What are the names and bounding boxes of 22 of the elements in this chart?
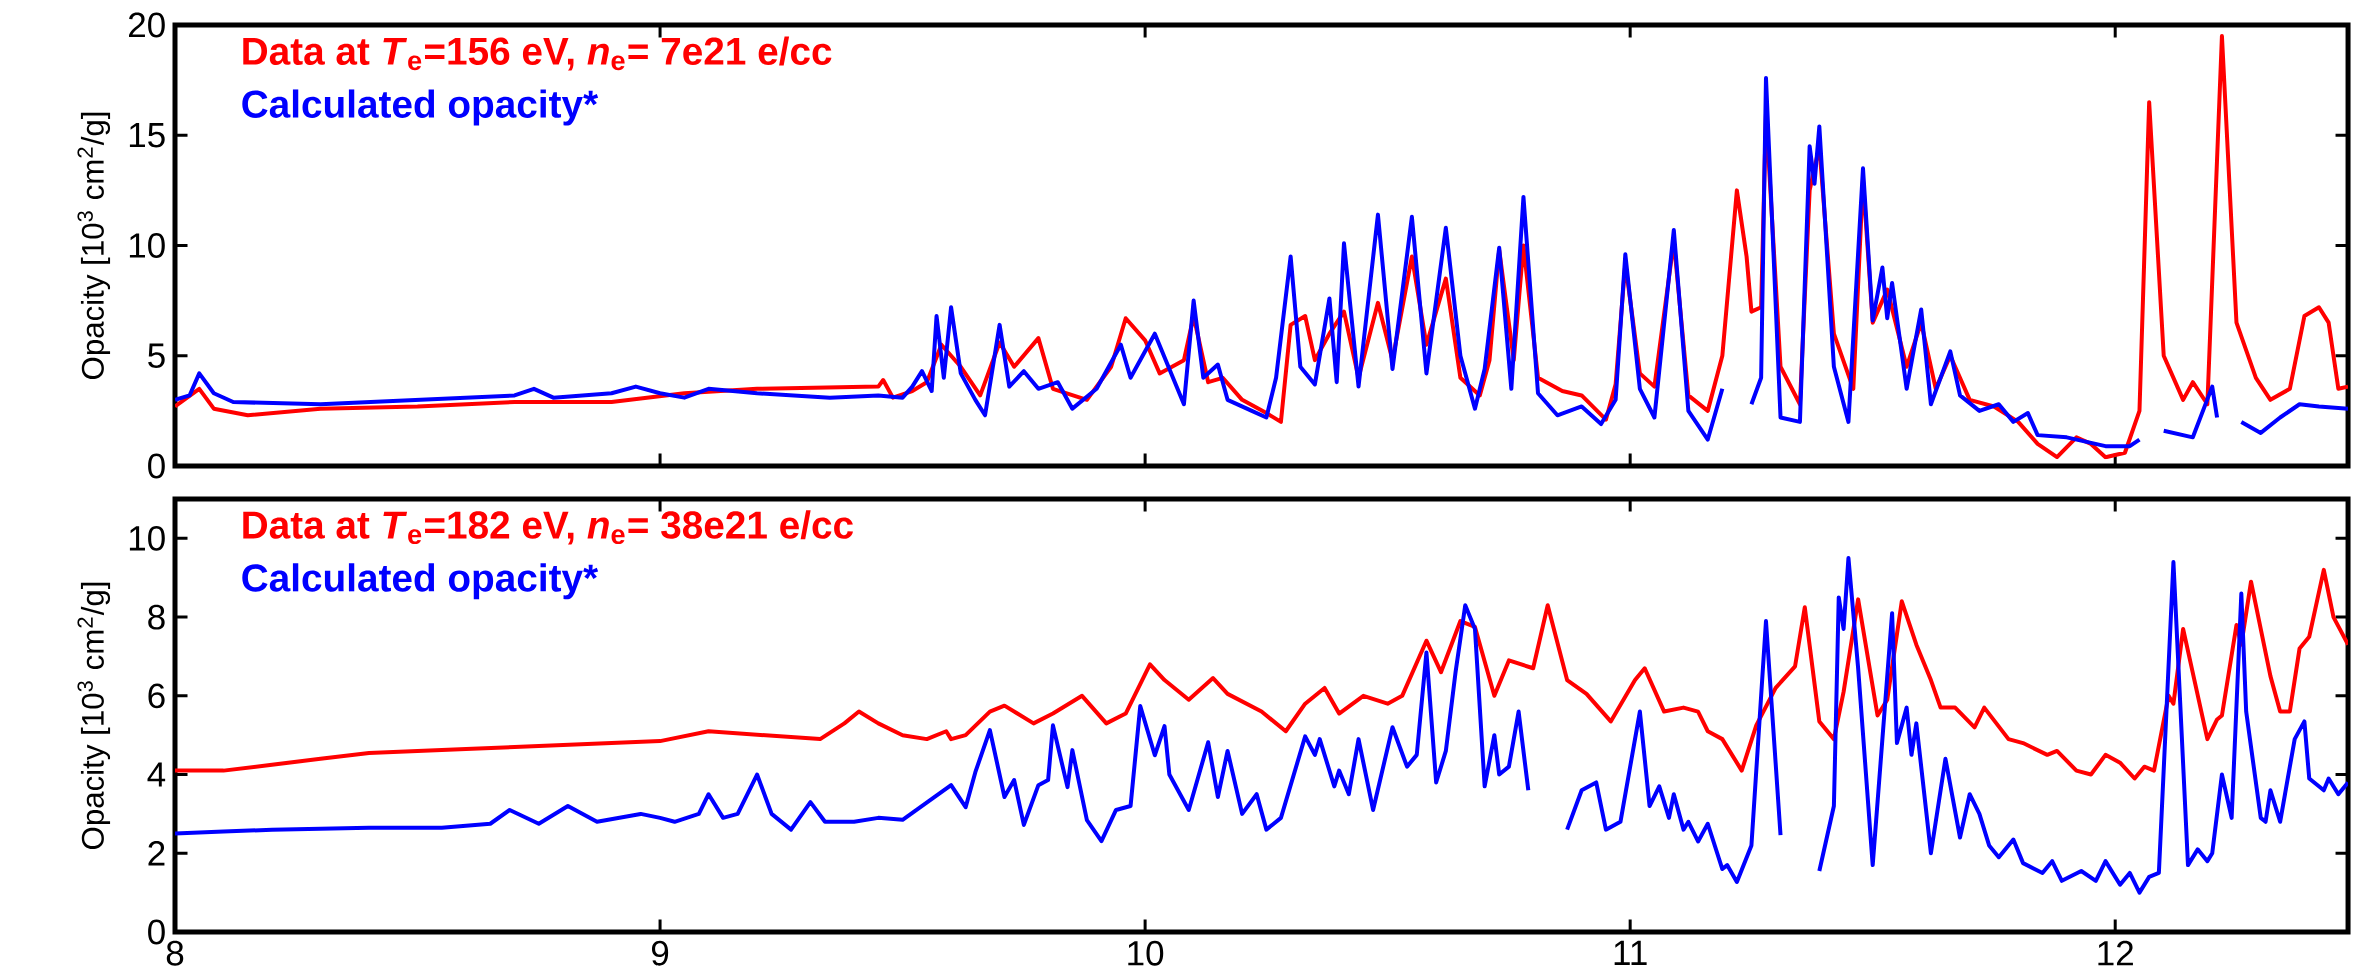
y-tick-label: 6 [148,683,165,709]
x-tick-label: 10 [1128,940,1164,966]
text: Calculated opacity* [242,563,599,600]
x-tick-label: 12 [2098,940,2133,966]
text: Calculated opacity* [242,89,599,126]
x-tick-label: 11 [1614,940,1647,965]
x-tick-label: 8 [166,940,184,966]
text: Data at T$_{e}$=182 eV, n$_{e}$= 38e21 e/cc [243,510,853,545]
y-tick-label: 0 [148,453,165,479]
y-tick-label: 10 [129,233,165,258]
x-tick-label: 9 [651,940,669,966]
y-axis-title: Opacity [10$^{3}$ cm$^{2}$/g] [77,582,111,849]
y-tick-label: 2 [148,841,165,866]
y-axis-title: Opacity [10$^{3}$ cm$^{2}$/g] [77,112,111,379]
y-tick-label: 4 [147,762,166,787]
text: Data at T$_{e}$=156 eV, n$_{e}$= 7e21 e/cc [243,36,832,71]
y-tick-label: 10 [129,525,165,551]
y-tick-label: 15 [129,123,165,148]
y-tick-label: 20 [129,12,165,38]
y-tick-label: 0 [148,919,165,945]
y-tick-label: 5 [148,343,165,368]
y-tick-label: 8 [148,604,165,630]
